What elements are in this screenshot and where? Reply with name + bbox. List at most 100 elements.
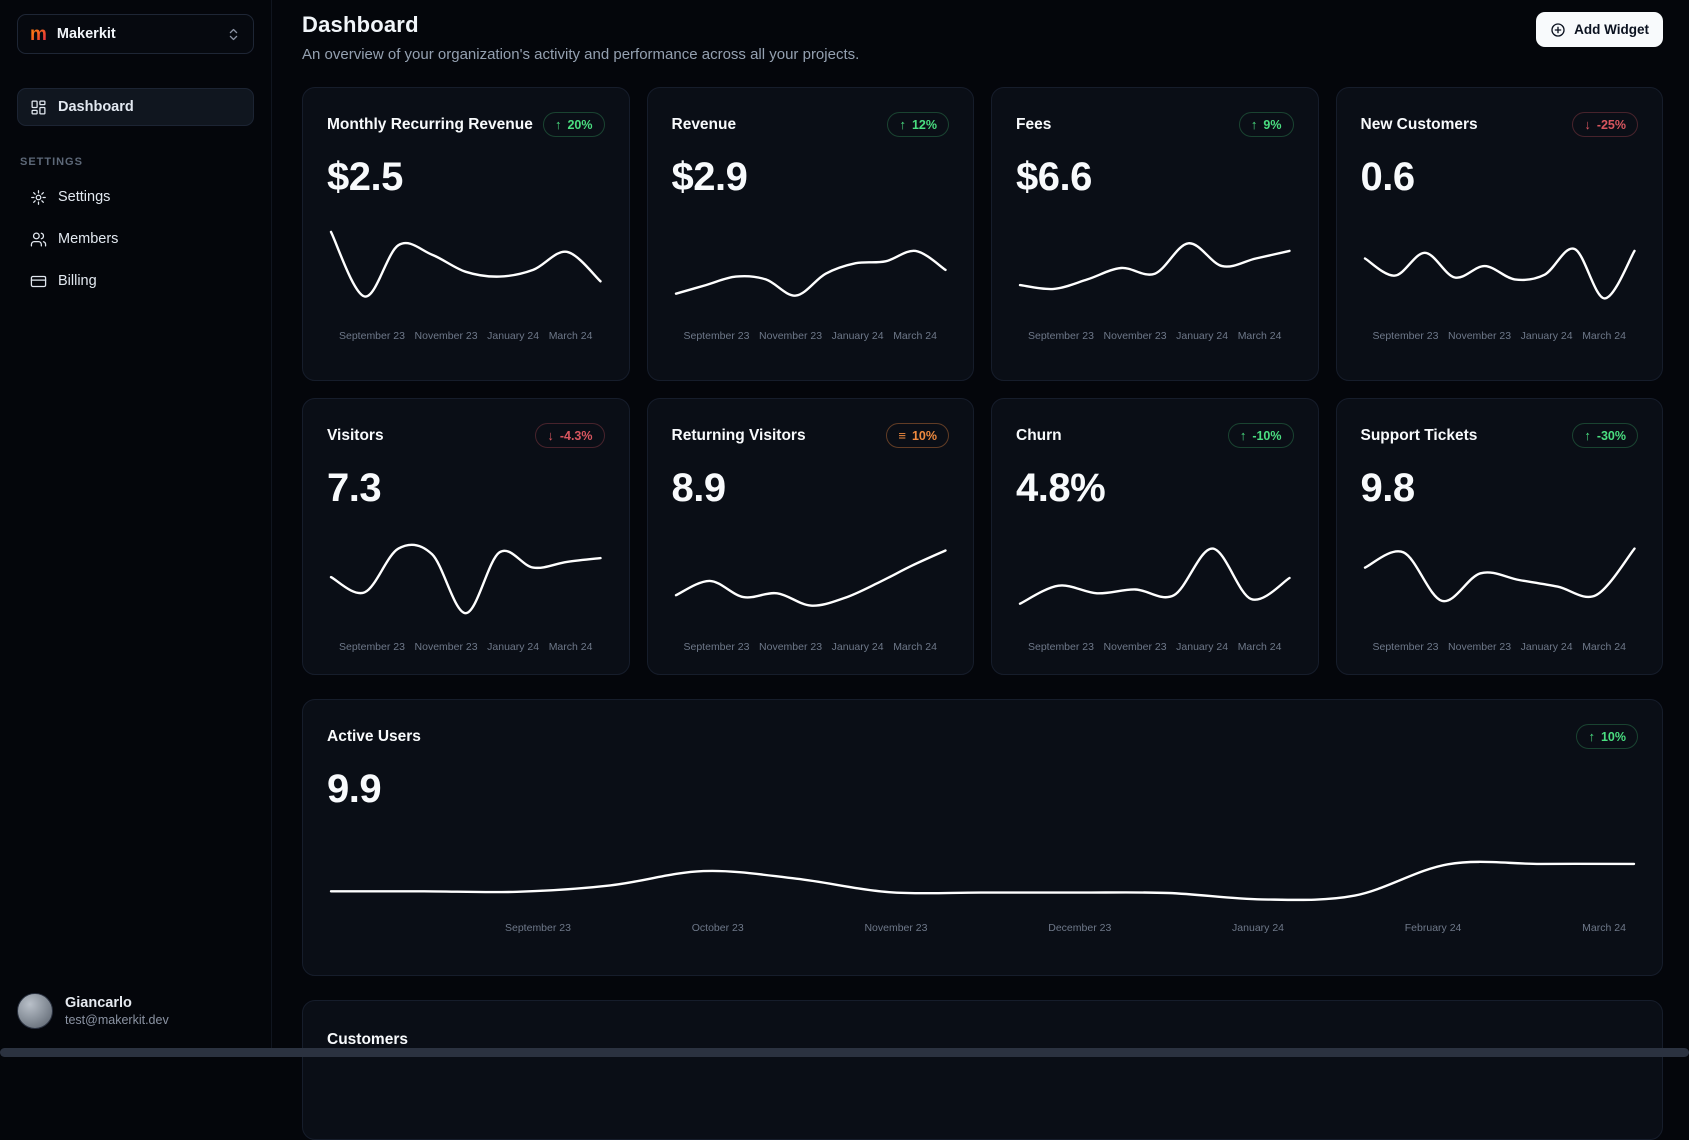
add-widget-label: Add Widget	[1574, 22, 1649, 37]
trend-badge: ↑ -10%	[1228, 423, 1294, 448]
trend-badge: ↓-25%	[1572, 112, 1638, 137]
badge-label: 12%	[912, 118, 937, 132]
sidebar-item-label: Dashboard	[58, 99, 134, 115]
card-title: Returning Visitors	[672, 427, 806, 445]
user-avatar	[17, 993, 53, 1029]
card-title: Monthly Recurring Revenue	[327, 116, 533, 134]
axis-label: November 23	[415, 330, 478, 342]
metric-card-mrr: Monthly Recurring Revenue ↑20% $2.5 Sept…	[302, 87, 630, 381]
trend-badge: ↓ -4.3%	[535, 423, 604, 448]
card-title: Fees	[1016, 116, 1051, 134]
metric-value: 4.8%	[1016, 466, 1294, 511]
sidebar-nav: Dashboard	[17, 88, 254, 126]
add-widget-button[interactable]: Add Widget	[1536, 12, 1663, 47]
trend-badge: ↑9%	[1239, 112, 1294, 137]
axis-label: March 24	[1238, 330, 1282, 342]
badge-label: -30%	[1597, 429, 1626, 443]
sidebar-item-members[interactable]: Members	[17, 220, 254, 258]
line-chart	[327, 818, 1638, 914]
card-title: Customers	[327, 1031, 1638, 1049]
card-title: Active Users	[327, 728, 421, 746]
axis-label: September 23	[505, 922, 571, 934]
chevrons-up-down-icon	[226, 27, 241, 42]
metric-value: 9.9	[327, 767, 1638, 812]
badge-label: -25%	[1597, 118, 1626, 132]
customers-card: Customers	[302, 1000, 1663, 1140]
line-chart	[327, 214, 605, 322]
badge-label: 10%	[1601, 730, 1626, 744]
badge-label: -10%	[1252, 429, 1281, 443]
axis-label: March 24	[893, 330, 937, 342]
metric-value: $6.6	[1016, 155, 1294, 200]
users-icon	[30, 231, 47, 248]
axis-label: November 23	[759, 330, 822, 342]
sidebar-item-settings[interactable]: Settings	[17, 178, 254, 216]
axis-label: November 23	[864, 922, 927, 934]
axis-label: March 24	[549, 641, 593, 653]
trend-badge: ↑12%	[887, 112, 949, 137]
axis-label: January 24	[832, 330, 884, 342]
axis-label: September 23	[339, 330, 405, 342]
gear-icon	[30, 189, 47, 206]
trend-up-icon: ↑	[1240, 429, 1247, 442]
metric-value: 7.3	[327, 466, 605, 511]
customers-section: Customers	[302, 1000, 1663, 1140]
metric-value: 8.9	[672, 466, 950, 511]
horizontal-scrollbar[interactable]	[0, 1048, 1689, 1057]
trend-badge: ↑-30%	[1572, 423, 1638, 448]
line-chart	[1361, 214, 1639, 322]
axis-label: January 24	[1176, 641, 1228, 653]
axis-label: January 24	[1521, 641, 1573, 653]
metric-card-returning-visitors: Returning Visitors ≡10% 8.9 September 23…	[647, 398, 975, 675]
axis-label: March 24	[549, 330, 593, 342]
trend-up-icon: ↑	[1251, 118, 1258, 131]
axis-label: November 23	[1104, 641, 1167, 653]
axis-label: March 24	[1238, 641, 1282, 653]
user-menu[interactable]: Giancarlo test@makerkit.dev	[17, 993, 254, 1029]
axis-label: November 23	[759, 641, 822, 653]
axis-label: November 23	[1104, 330, 1167, 342]
badge-label: -4.3%	[560, 429, 593, 443]
line-chart	[672, 214, 950, 322]
trend-flat-icon: ≡	[898, 429, 906, 442]
axis-label: September 23	[1373, 641, 1439, 653]
sidebar: m Makerkit Dashboard SETTINGS Settings M…	[0, 0, 272, 1057]
sidebar-item-billing[interactable]: Billing	[17, 262, 254, 300]
axis-label: March 24	[1582, 641, 1626, 653]
sidebar-item-label: Settings	[58, 189, 110, 205]
workspace-selector[interactable]: m Makerkit	[17, 14, 254, 54]
axis-label: September 23	[1373, 330, 1439, 342]
line-chart	[1016, 214, 1294, 322]
axis-label: January 24	[487, 330, 539, 342]
sidebar-item-dashboard[interactable]: Dashboard	[17, 88, 254, 126]
metric-value: $2.9	[672, 155, 950, 200]
page-title: Dashboard	[302, 12, 859, 38]
trend-badge: ↑10%	[1576, 724, 1638, 749]
trend-down-icon: ↓	[547, 429, 554, 442]
line-chart	[327, 525, 605, 633]
sidebar-item-label: Billing	[58, 273, 97, 289]
axis-label: March 24	[893, 641, 937, 653]
line-chart	[672, 525, 950, 633]
axis-label: November 23	[1448, 330, 1511, 342]
card-title: Support Tickets	[1361, 427, 1478, 445]
axis-label: November 23	[415, 641, 478, 653]
axis-label: January 24	[1176, 330, 1228, 342]
user-name: Giancarlo	[65, 995, 169, 1011]
axis-label: January 24	[1232, 922, 1284, 934]
card-title: Churn	[1016, 427, 1062, 445]
axis-label: September 23	[684, 641, 750, 653]
axis-label: September 23	[339, 641, 405, 653]
metrics-row-1: Monthly Recurring Revenue ↑20% $2.5 Sept…	[302, 87, 1663, 381]
card-title: New Customers	[1361, 116, 1478, 134]
